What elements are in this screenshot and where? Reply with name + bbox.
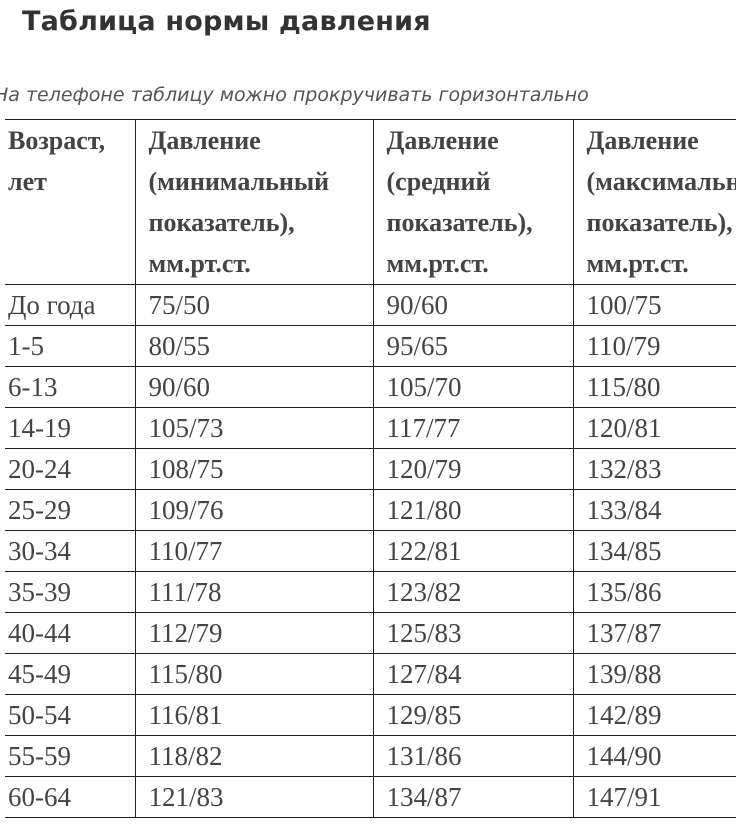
cell-age: 60-64	[5, 776, 135, 818]
cell-max: 135/86	[572, 571, 736, 613]
cell-max: 144/90	[572, 735, 736, 777]
cell-age: 6-13	[5, 366, 135, 408]
scroll-hint: На телефоне таблицу можно прокручивать г…	[0, 84, 589, 106]
cell-min: 112/79	[134, 612, 373, 654]
cell-avg: 129/85	[372, 694, 573, 736]
cell-min: 115/80	[134, 653, 373, 695]
cell-age: 1-5	[5, 325, 135, 367]
header-line: лет	[8, 167, 47, 196]
cell-max: 142/89	[572, 694, 736, 736]
header-line: показатель),	[586, 208, 733, 237]
cell-min: 110/77	[134, 530, 373, 572]
table-row: 30-34 110/77 122/81 134/85	[5, 530, 736, 572]
header-line: мм.рт.ст.	[586, 249, 689, 278]
cell-max: 133/84	[572, 489, 736, 531]
cell-avg: 134/87	[372, 776, 573, 818]
table-row: 60-64 121/83 134/87 147/91	[5, 776, 736, 818]
cell-avg: 125/83	[372, 612, 573, 654]
cell-min: 111/78	[134, 571, 373, 613]
cell-max: 139/88	[572, 653, 736, 695]
cell-max: 120/81	[572, 407, 736, 449]
cell-avg: 95/65	[372, 325, 573, 367]
cell-age: До года	[5, 284, 135, 326]
cell-age: 14-19	[5, 407, 135, 449]
header-min-pressure: Давление (минимальный показатель), мм.рт.ст…	[134, 119, 373, 285]
cell-age: 35-39	[5, 571, 135, 613]
cell-avg: 117/77	[372, 407, 573, 449]
table-row: 35-39 111/78 123/82 135/86	[5, 571, 736, 613]
cell-age: 30-34	[5, 530, 135, 572]
cell-avg: 121/80	[372, 489, 573, 531]
header-age: Возраст, лет	[5, 119, 135, 285]
cell-avg: 90/60	[372, 284, 573, 326]
cell-max: 137/87	[572, 612, 736, 654]
table-row: 55-59 118/82 131/86 144/90	[5, 735, 736, 777]
cell-min: 108/75	[134, 448, 373, 490]
cell-age: 25-29	[5, 489, 135, 531]
header-line: показатель),	[148, 208, 295, 237]
cell-avg: 122/81	[372, 530, 573, 572]
cell-min: 109/76	[134, 489, 373, 531]
cell-min: 116/81	[134, 694, 373, 736]
cell-min: 118/82	[134, 735, 373, 777]
cell-max: 110/79	[572, 325, 736, 367]
header-max-pressure: Давление (максимальный показатель), мм.рт.с…	[572, 119, 737, 285]
header-line: мм.рт.ст.	[148, 249, 251, 278]
table-row: 45-49 115/80 127/84 139/88	[5, 653, 736, 695]
table-row: 14-19 105/73 117/77 120/81	[5, 407, 736, 449]
header-line: показатель),	[386, 208, 533, 237]
cell-age: 20-24	[5, 448, 135, 490]
cell-age: 45-49	[5, 653, 135, 695]
cell-age: 55-59	[5, 735, 135, 777]
cell-avg: 123/82	[372, 571, 573, 613]
header-line: (максимальный	[586, 167, 737, 196]
cell-max: 147/91	[572, 776, 736, 818]
cell-max: 132/83	[572, 448, 736, 490]
table-row: До года 75/50 90/60 100/75	[5, 284, 736, 326]
header-line: Возраст,	[8, 126, 106, 155]
cell-avg: 105/70	[372, 366, 573, 408]
cell-age: 50-54	[5, 694, 135, 736]
table-row: 25-29 109/76 121/80 133/84	[5, 489, 736, 531]
header-line: Давление	[386, 126, 499, 155]
cell-max: 115/80	[572, 366, 736, 408]
cell-max: 134/85	[572, 530, 736, 572]
table-row: 6-13 90/60 105/70 115/80	[5, 366, 736, 408]
header-line: Давление	[586, 126, 699, 155]
cell-min: 90/60	[134, 366, 373, 408]
header-line: (минимальный	[148, 167, 330, 196]
table-row: 40-44 112/79 125/83 137/87	[5, 612, 736, 654]
cell-avg: 131/86	[372, 735, 573, 777]
header-line: (средний	[386, 167, 491, 196]
header-row: Возраст, лет Давление (минимальный показател…	[5, 119, 737, 285]
table-row: 50-54 116/81 129/85 142/89	[5, 694, 736, 736]
cell-max: 100/75	[572, 284, 736, 326]
cell-min: 121/83	[134, 776, 373, 818]
pressure-table: Возраст, лет Давление (минимальный показател…	[5, 119, 736, 818]
cell-min: 75/50	[134, 284, 373, 326]
header-line: мм.рт.ст.	[386, 249, 489, 278]
cell-avg: 120/79	[372, 448, 573, 490]
cell-avg: 127/84	[372, 653, 573, 695]
cell-min: 105/73	[134, 407, 373, 449]
cell-min: 80/55	[134, 325, 373, 367]
page-title: Таблица нормы давления	[22, 6, 431, 37]
header-line: Давление	[148, 126, 261, 155]
table-row: 20-24 108/75 120/79 132/83	[5, 448, 736, 490]
header-avg-pressure: Давление (средний показатель), мм.рт.ст.	[372, 119, 573, 285]
table-row: 1-5 80/55 95/65 110/79	[5, 325, 736, 367]
cell-age: 40-44	[5, 612, 135, 654]
table-scroll-container[interactable]: Возраст, лет Давление (минимальный показател…	[5, 119, 736, 818]
